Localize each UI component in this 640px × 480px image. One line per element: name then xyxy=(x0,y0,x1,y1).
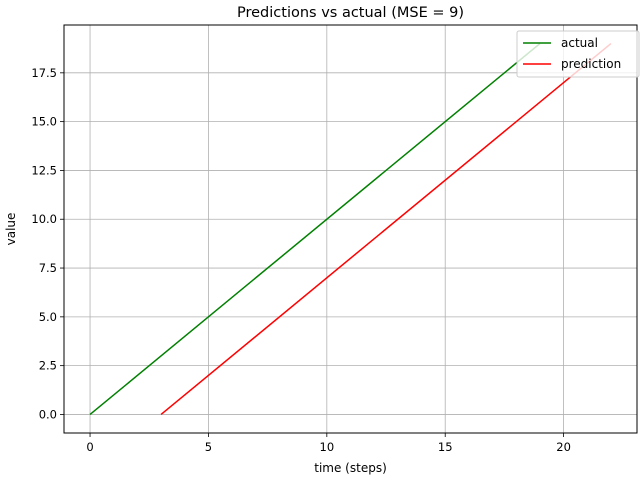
grid-lines xyxy=(64,25,637,433)
series-line-prediction xyxy=(160,42,612,416)
x-tick-label: 0 xyxy=(86,440,93,454)
y-tick-label: 12.5 xyxy=(31,163,57,177)
y-tick-label: 7.5 xyxy=(39,261,57,275)
y-tick-label: 0.0 xyxy=(39,407,57,421)
x-tick-label: 15 xyxy=(438,440,453,454)
plot-frame xyxy=(63,24,638,434)
y-tick-label: 5.0 xyxy=(39,310,57,324)
plot-series xyxy=(89,42,612,416)
x-tick-label: 20 xyxy=(556,440,571,454)
y-tick-label: 2.5 xyxy=(39,359,57,373)
legend-label-actual: actual xyxy=(561,36,598,50)
y-tick-label: 15.0 xyxy=(31,115,57,129)
legend-label-prediction: prediction xyxy=(561,57,621,71)
y-axis-label: value xyxy=(4,213,18,246)
x-tick-label: 5 xyxy=(205,440,212,454)
x-tick-label: 10 xyxy=(320,440,335,454)
series-line-actual xyxy=(89,42,541,416)
y-tick-label: 10.0 xyxy=(31,212,57,226)
y-tick-label: 17.5 xyxy=(31,66,57,80)
x-axis-label: time (steps) xyxy=(314,461,387,475)
legend: actual prediction xyxy=(516,30,640,78)
chart-title: Predictions vs actual (MSE = 9) xyxy=(237,5,464,21)
axis-ticks: 0 5 10 15 20 0.0 2.5 5.0 7.5 10.0 12.5 15.0 17.5 xyxy=(31,66,571,454)
